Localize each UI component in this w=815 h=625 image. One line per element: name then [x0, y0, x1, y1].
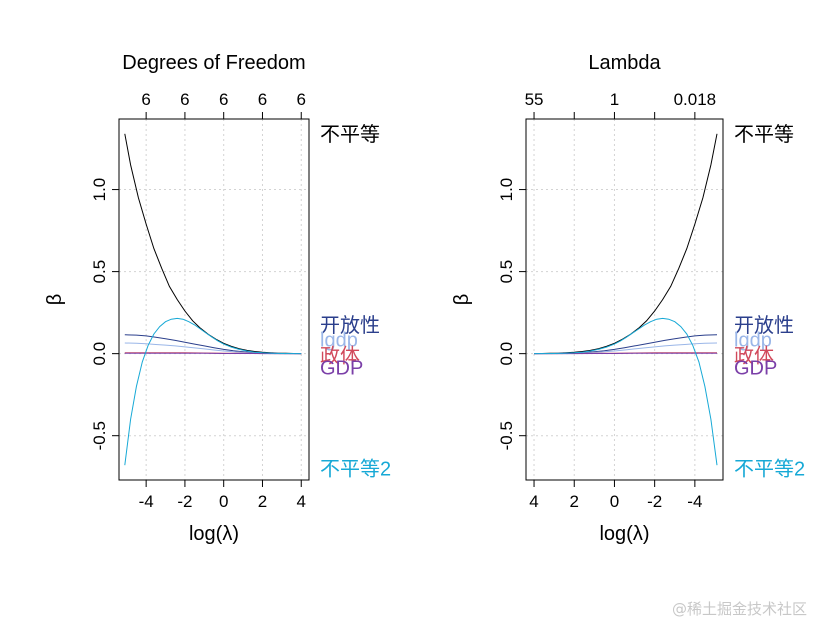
y-tick-label: 0.5	[497, 260, 516, 284]
x-tick-label: -4	[139, 492, 154, 511]
chart-panel-2: 4 2 0 -2 -4 -0.5 0.0 0.5 1.0 55 1 0.018 Lambda log(λ)…	[451, 52, 805, 545]
chart-title: Lambda	[588, 52, 661, 74]
y-tick-label: 0.0	[90, 342, 109, 366]
y-tick-label: 0.0	[497, 342, 516, 366]
variable-label: lgdp	[734, 330, 772, 352]
series-line-lgdp	[534, 342, 718, 355]
x-tick-label: 2	[570, 492, 579, 511]
top-tick-label: 6	[297, 90, 306, 109]
variable-label: 政体	[734, 344, 774, 367]
series-line-不平等2	[124, 317, 302, 466]
x-tick-label: 0	[610, 492, 619, 511]
variable-label: GDP	[320, 358, 363, 380]
variable-label: GDP	[734, 358, 777, 380]
chart-title: Degrees of Freedom	[122, 52, 305, 74]
variable-label: 不平等2	[320, 458, 391, 481]
variable-label: 不平等	[320, 123, 380, 146]
x-tick-label: -2	[647, 492, 662, 511]
series-line-不平等2	[533, 317, 718, 466]
variable-label: 不平等	[734, 123, 794, 146]
y-tick-label: 1.0	[497, 178, 516, 202]
variable-label: 政体	[320, 344, 360, 367]
top-tick-label: 6	[219, 90, 228, 109]
variable-label: lgdp	[320, 330, 358, 352]
series-line-lgdp	[124, 342, 302, 355]
variable-label: 不平等2	[734, 458, 805, 481]
chart-panel-1: -4 -2 0 2 4 -0.5 0.0 0.5 1.0 6 6 6 6 6 Degrees of Free…	[44, 52, 391, 545]
series-line-不平等	[533, 133, 718, 355]
y-tick-label: 0.5	[90, 260, 109, 284]
series-line-不平等	[124, 133, 302, 355]
top-tick-label: 1	[610, 90, 619, 109]
y-tick-label: 1.0	[90, 178, 109, 202]
top-tick-label: 6	[258, 90, 267, 109]
x-tick-label: 4	[529, 492, 538, 511]
watermark: @稀土掘金技术社区	[671, 600, 807, 618]
top-tick-label: 6	[180, 90, 189, 109]
x-tick-label: 2	[258, 492, 267, 511]
variable-label: 开放性	[320, 314, 380, 337]
top-tick-label: 0.018	[674, 90, 717, 109]
plot-frame	[525, 118, 724, 481]
x-tick-label: 0	[219, 492, 228, 511]
top-tick-label: 6	[141, 90, 150, 109]
plot-frame	[118, 118, 310, 481]
x-axis-label: log(λ)	[599, 523, 649, 545]
x-axis-label: log(λ)	[189, 523, 239, 545]
x-tick-label: 4	[297, 492, 306, 511]
y-axis-label: β	[44, 294, 66, 306]
y-axis-label: β	[451, 294, 473, 306]
x-tick-label: -2	[177, 492, 192, 511]
variable-label: 开放性	[734, 314, 794, 337]
y-tick-label: -0.5	[90, 421, 109, 450]
y-tick-label: -0.5	[497, 421, 516, 450]
x-tick-label: -4	[687, 492, 702, 511]
top-tick-label: 55	[525, 90, 544, 109]
